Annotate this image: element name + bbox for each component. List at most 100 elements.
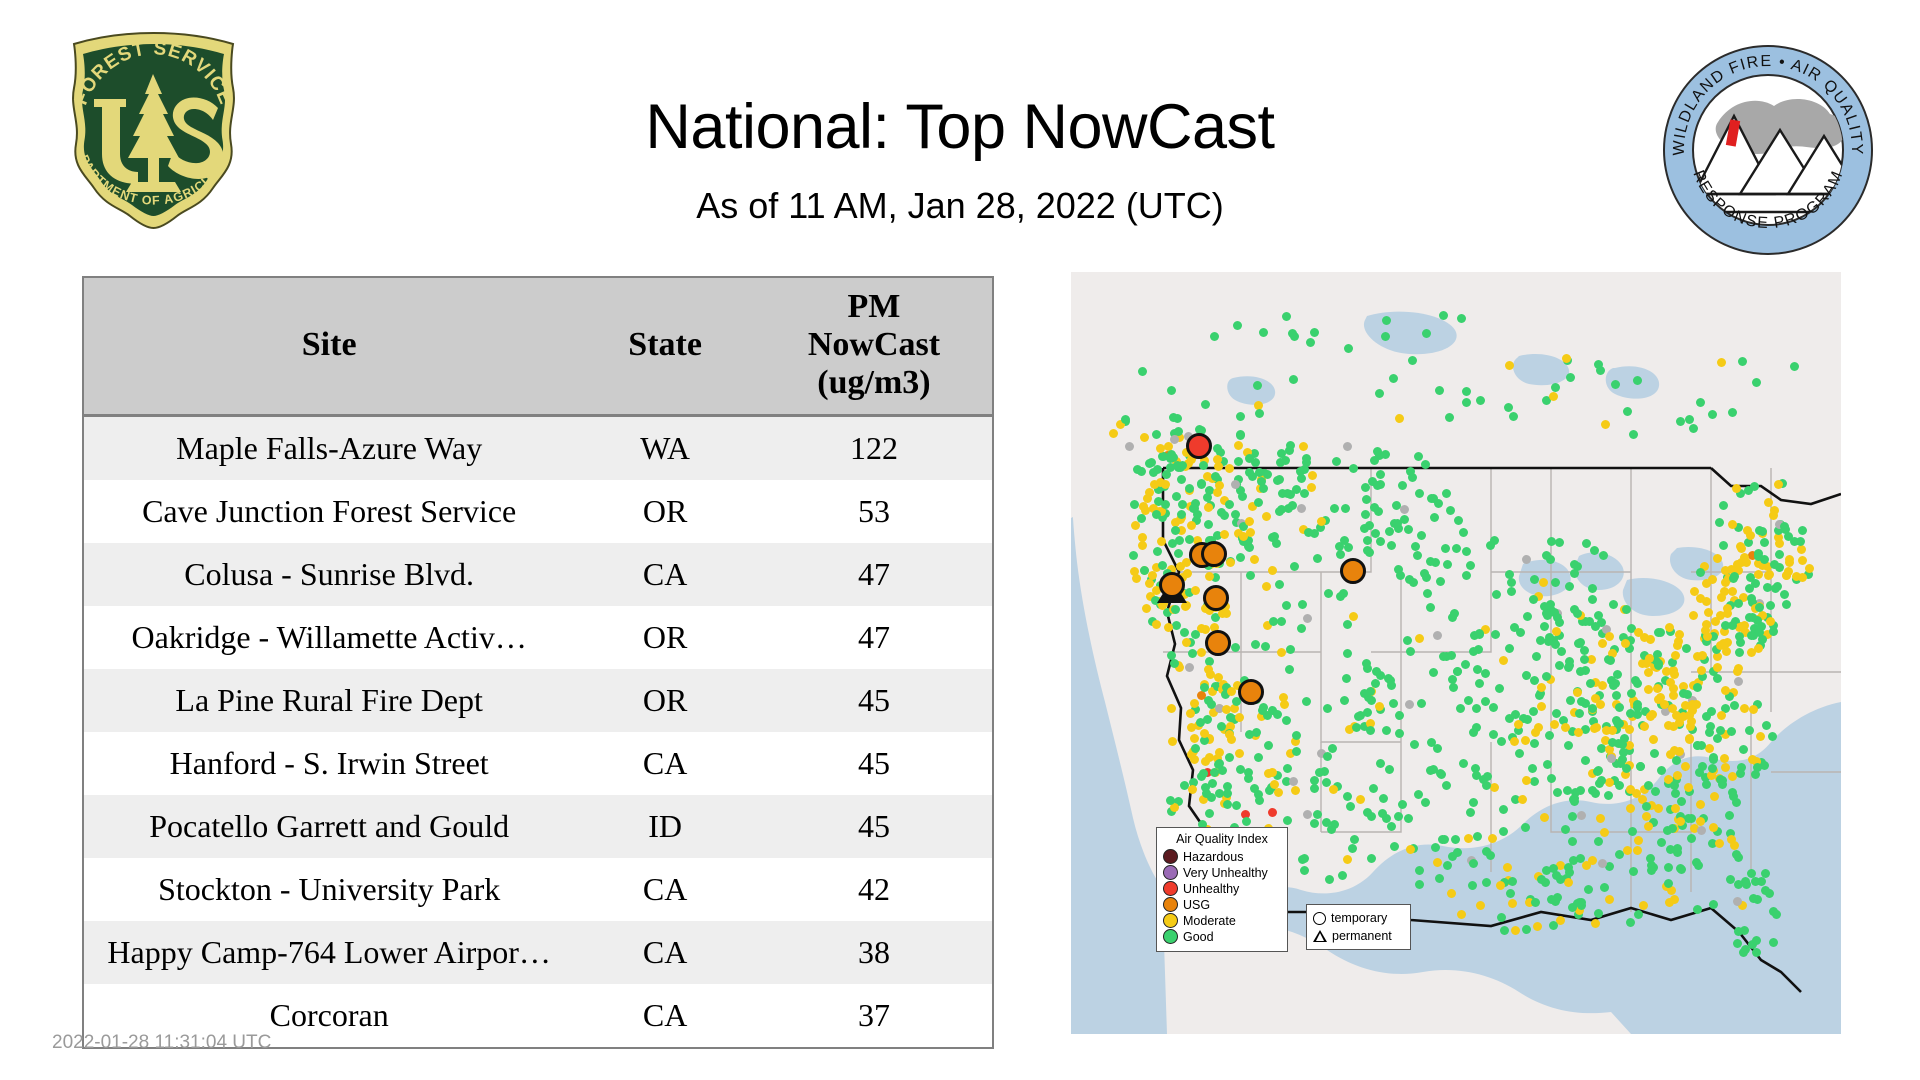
map-monitor-dot [1140,566,1150,576]
map-monitor-dot [1487,834,1497,844]
map-monitor-dot [1536,683,1546,693]
map-monitor-dot [1244,453,1254,463]
map-monitor-dot [1540,812,1550,822]
map-monitor-dot [1575,905,1585,915]
map-monitor-dot [1739,925,1749,935]
map-highlight-site-marker[interactable] [1186,433,1212,459]
map-monitor-dot [1339,535,1349,545]
table-row[interactable]: La Pine Rural Fire Dept OR 45 [84,669,992,733]
table-row[interactable]: Cave Junction Forest Service OR 53 [84,480,992,544]
map-monitor-dot [1568,811,1578,821]
table-row[interactable]: Maple Falls-Azure Way WA 122 [84,415,992,481]
map-monitor-dot [1252,380,1262,390]
map-monitor-dot [1442,488,1452,498]
map-monitor-dot [1244,516,1254,526]
map-monitor-dot [1231,509,1240,519]
map-highlight-site-marker[interactable] [1201,541,1227,567]
table-row[interactable]: Hanford - S. Irwin Street CA 45 [84,732,992,796]
map-monitor-dot [1222,683,1232,693]
map-highlight-site-marker[interactable] [1205,630,1231,656]
map-monitor-dot [1419,569,1429,579]
table-row[interactable]: Stockton - University Park CA 42 [84,858,992,922]
table-row[interactable]: Pocatello Garrett and Gould ID 45 [84,795,992,859]
map-monitor-dot [1754,548,1764,558]
aqi-legend-label: USG [1183,897,1211,912]
map-monitor-dot [1393,811,1403,821]
map-monitor-dot [1359,721,1369,731]
map-monitor-dot [1212,487,1222,497]
map-monitor-dot [1712,645,1721,655]
map-monitor-dot [1276,648,1286,658]
map-monitor-dot [1480,696,1490,706]
map-monitor-dot [1628,867,1638,877]
map-monitor-dot [1167,737,1177,747]
national-aqi-map[interactable]: Air Quality Index Hazardous Very Unhealth… [1071,272,1841,1034]
map-monitor-dot [1428,764,1438,774]
map-monitor-dot [1314,767,1324,777]
map-monitor-dot [1136,514,1146,524]
map-monitor-dot [1452,847,1462,857]
map-monitor-dot [1356,710,1366,720]
map-monitor-dot [1382,725,1391,735]
map-monitor-dot [1263,620,1273,630]
map-monitor-dot [1594,359,1603,369]
map-monitor-dot [1556,915,1566,925]
column-header-pm-line1: PM [847,288,901,325]
map-monitor-dot [1363,663,1373,673]
map-monitor-dot [1241,816,1251,826]
map-monitor-dot [1672,844,1682,854]
map-monitor-dot [1166,704,1176,714]
map-monitor-dot [1387,540,1396,550]
map-monitor-dot [1601,624,1611,634]
map-monitor-dot [1226,687,1236,697]
map-monitor-dot [1177,460,1187,470]
map-monitor-dot [1646,861,1656,871]
map-monitor-dot [1171,621,1181,630]
map-monitor-dot [1481,878,1491,888]
map-monitor-dot [1398,481,1408,491]
map-monitor-dot [1167,539,1177,548]
table-row[interactable]: Happy Camp-764 Lower Airpor… CA 38 [84,921,992,985]
map-monitor-dot [1589,545,1599,555]
map-monitor-dot [1218,456,1228,466]
map-monitor-dot [1249,783,1259,793]
map-monitor-dot [1200,782,1210,792]
table-row[interactable]: Corcoran CA 37 [84,984,992,1048]
column-header-pm-nowcast: PM NowCast (ug/m3) [755,278,992,418]
map-monitor-dot [1384,674,1394,683]
map-monitor-dot [1762,630,1772,640]
map-monitor-dot [1626,689,1636,699]
map-highlight-site-marker[interactable] [1238,679,1264,705]
table-row[interactable]: Oakridge - Willamette Activ… OR 47 [84,606,992,670]
map-monitor-dot [1624,745,1634,755]
map-monitor-dot [1292,731,1302,740]
map-monitor-dot [1204,809,1214,819]
map-monitor-dot [1729,700,1739,710]
map-monitor-dot [1297,473,1307,483]
map-monitor-dot [1707,763,1717,773]
map-monitor-dot [1676,416,1685,426]
map-monitor-dot [1696,567,1706,577]
map-monitor-dot [1553,788,1563,798]
map-monitor-dot [1573,687,1582,697]
map-monitor-dot [1733,927,1743,937]
map-monitor-dot [1229,703,1239,713]
map-monitor-dot [1447,852,1457,862]
map-monitor-dot [1748,939,1758,949]
map-monitor-dot [1607,738,1617,748]
map-monitor-dot [1208,708,1218,718]
map-monitor-dot [1365,547,1375,557]
map-highlight-site-marker[interactable] [1340,558,1366,584]
map-monitor-dot [1524,897,1534,907]
map-monitor-dot [1545,600,1555,610]
table-row[interactable]: Colusa - Sunrise Blvd. CA 47 [84,543,992,607]
map-monitor-dot [1721,762,1731,772]
map-monitor-dot [1587,655,1597,665]
map-highlight-site-marker[interactable] [1203,585,1229,611]
map-monitor-dot [1499,805,1509,814]
map-highlight-site-marker[interactable] [1159,572,1185,598]
map-monitor-dot [1302,810,1312,820]
map-monitor-dot [1422,329,1431,339]
map-monitor-dot [1153,497,1163,507]
map-monitor-dot [1435,386,1445,396]
